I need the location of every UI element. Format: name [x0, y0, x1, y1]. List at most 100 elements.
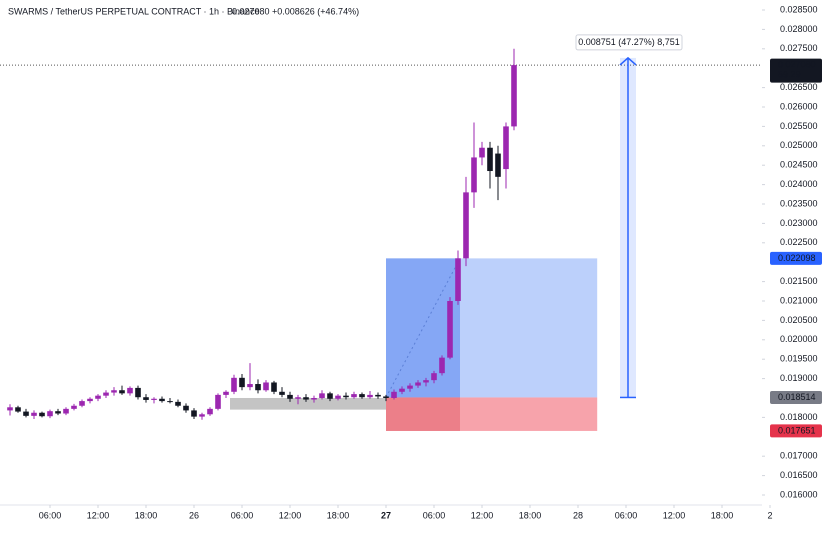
- x-tick-label: 18:00: [135, 510, 158, 520]
- candle-body: [223, 391, 229, 395]
- candle-body: [415, 382, 421, 386]
- candle-body: [375, 394, 381, 397]
- x-tick-label: 12:00: [279, 510, 302, 520]
- y-tick-label: 0.020000: [780, 334, 818, 344]
- x-tick-label: 18:00: [519, 510, 542, 520]
- candle-body: [279, 391, 285, 395]
- candle-body: [175, 401, 181, 406]
- candle-body: [495, 153, 501, 177]
- y-tick-label: 0.023000: [780, 218, 818, 228]
- candle-body: [159, 398, 165, 402]
- x-tick-label: 2: [767, 510, 772, 520]
- price-axis-panel: [762, 0, 828, 534]
- candle-body: [239, 377, 245, 388]
- candle-body: [79, 401, 85, 406]
- candle-body: [359, 394, 365, 398]
- candle-body: [247, 384, 253, 388]
- x-tick-label: 12:00: [87, 510, 110, 520]
- candle-body: [255, 384, 261, 391]
- y-tick-label: 0.028500: [780, 4, 818, 14]
- y-tick-label: 0.026000: [780, 101, 818, 111]
- candle-body: [63, 408, 69, 414]
- candle-body: [207, 408, 213, 415]
- candle-body: [199, 414, 205, 417]
- candle-body: [95, 395, 101, 399]
- measure-arrowhead: [619, 56, 637, 66]
- candle-body: [103, 392, 109, 396]
- candle-body: [7, 407, 13, 411]
- candle-body: [55, 411, 61, 414]
- measure-label: 0.008751 (47.27%) 8,751: [578, 37, 680, 47]
- last-price: 0.027080: [232, 6, 270, 16]
- candle-body: [127, 387, 133, 394]
- price-tag-countdown: 59:29: [778, 69, 801, 79]
- candle-body: [23, 411, 29, 416]
- price-tag-label: 0.017651: [778, 425, 816, 435]
- y-tick-label: 0.019000: [780, 373, 818, 383]
- y-tick-label: 0.026500: [780, 82, 818, 92]
- candle-body: [39, 412, 45, 417]
- candle-body: [431, 373, 437, 381]
- price-tag: [770, 251, 822, 265]
- candle-body: [87, 398, 93, 402]
- candle-body: [311, 397, 317, 400]
- price-tag: [770, 58, 822, 83]
- candle-body: [335, 395, 341, 399]
- candle-body: [71, 405, 77, 409]
- candle-body: [271, 382, 277, 392]
- candle-body: [503, 126, 509, 170]
- candle-body: [111, 390, 117, 393]
- measure-label-box: [575, 34, 683, 51]
- candle-body: [327, 393, 333, 399]
- y-tick-label: 0.021500: [780, 276, 818, 286]
- y-tick-label: 0.017000: [780, 451, 818, 461]
- candle-body: [407, 385, 413, 389]
- y-tick-label: 0.021000: [780, 295, 818, 305]
- chart-title: SWARMS / TetherUS PERPETUAL CONTRACT · 1…: [8, 6, 260, 16]
- price-tag-label: 0.027080: [778, 59, 816, 69]
- candle-body: [351, 394, 357, 398]
- x-tick-label: 06:00: [423, 510, 446, 520]
- candle-body: [511, 65, 517, 127]
- candle-body: [143, 397, 149, 400]
- y-tick-label: 0.016000: [780, 489, 818, 499]
- y-tick-label: 0.019500: [780, 354, 818, 364]
- candle-body: [303, 397, 309, 400]
- candle-body: [263, 382, 269, 391]
- y-tick-label: 0.027500: [780, 43, 818, 53]
- candle-body: [343, 395, 349, 398]
- x-tick-label: 06:00: [615, 510, 638, 520]
- candle-body: [447, 300, 453, 358]
- y-tick-label: 0.020500: [780, 315, 818, 325]
- x-tick-label: 06:00: [39, 510, 62, 520]
- candle-body: [471, 157, 477, 193]
- candle-body: [167, 401, 173, 403]
- candle-body: [423, 380, 429, 383]
- x-tick-label: 28: [573, 510, 583, 520]
- candle-body: [119, 390, 125, 394]
- candle-body: [319, 393, 325, 398]
- highlight-band: [230, 397, 434, 410]
- x-tick-label: 18:00: [711, 510, 734, 520]
- candle-body: [383, 396, 389, 398]
- price-tag-label: 0.018514: [778, 392, 816, 402]
- candle-body: [295, 397, 301, 399]
- y-tick-label: 0.016500: [780, 470, 818, 480]
- candle-body: [151, 398, 157, 400]
- x-tick-label: 12:00: [471, 510, 494, 520]
- x-tick-label: 18:00: [327, 510, 350, 520]
- candle-body: [463, 192, 469, 259]
- price-change: +0.008626 (+46.74%): [272, 6, 359, 16]
- candle-body: [487, 147, 493, 172]
- candle-body: [367, 394, 373, 398]
- candle-body: [15, 407, 21, 412]
- x-tick-label: 06:00: [231, 510, 254, 520]
- candle-body: [31, 412, 37, 416]
- candle-body: [287, 394, 293, 399]
- position-path: [385, 258, 461, 398]
- y-tick-label: 0.018000: [780, 412, 818, 422]
- y-tick-label: 0.028000: [780, 24, 818, 34]
- candle-body: [47, 411, 53, 417]
- candle-body: [135, 387, 141, 398]
